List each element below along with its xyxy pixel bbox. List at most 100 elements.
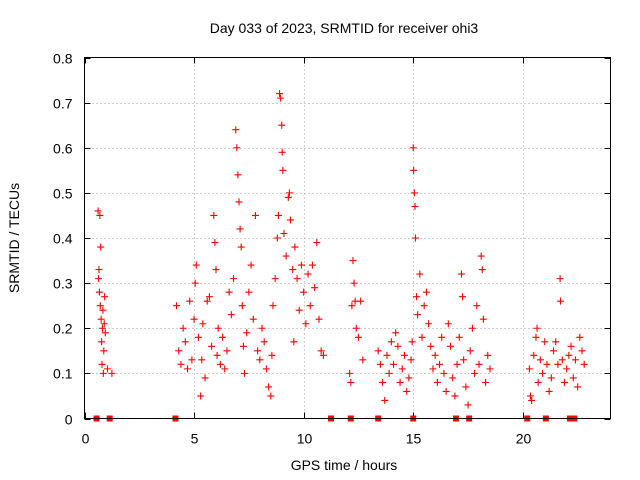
data-point (357, 297, 365, 305)
data-point (98, 324, 106, 332)
data-point (558, 356, 566, 364)
data-point (436, 360, 444, 368)
data-point (536, 356, 544, 364)
data-point (348, 302, 356, 310)
data-point (268, 351, 276, 359)
data-point (479, 315, 487, 323)
data-point (462, 383, 470, 391)
data-point (408, 338, 416, 346)
data-point (274, 211, 282, 219)
data-point (96, 302, 104, 310)
data-point (188, 356, 196, 364)
data-point (545, 387, 553, 395)
data-point (237, 243, 245, 251)
data-point (547, 374, 555, 382)
x-axis-label: GPS time / hours (291, 457, 398, 473)
data-point (578, 347, 586, 355)
data-point (210, 211, 218, 219)
y-tick-label: 0.5 (53, 186, 73, 202)
data-point (267, 392, 275, 400)
data-point (354, 333, 362, 341)
data-point (552, 338, 560, 346)
data-point (527, 392, 535, 400)
data-point (457, 270, 465, 278)
data-point (291, 243, 299, 251)
data-point (100, 347, 108, 355)
data-point (197, 392, 205, 400)
data-point (534, 378, 542, 386)
data-point (533, 324, 541, 332)
data-point (459, 293, 467, 301)
data-point (97, 315, 105, 323)
data-point (414, 311, 422, 319)
data-point (468, 324, 476, 332)
data-point (381, 396, 389, 404)
data-point (234, 171, 242, 179)
data-point (95, 266, 103, 274)
data-point (429, 365, 437, 373)
data-point (418, 333, 426, 341)
data-point (99, 369, 107, 377)
data-point (212, 266, 220, 274)
data-point (101, 293, 109, 301)
data-point (256, 356, 264, 364)
data-point (304, 270, 312, 278)
data-point (451, 392, 459, 400)
data-point (484, 351, 492, 359)
data-point (565, 351, 573, 359)
data-point (230, 275, 238, 283)
data-point (95, 288, 103, 296)
data-point (379, 378, 387, 386)
data-point (471, 369, 479, 377)
data-point (539, 369, 547, 377)
data-point (455, 333, 463, 341)
data-point (277, 94, 285, 102)
data-point (569, 374, 577, 382)
y-tick-label: 0.1 (53, 366, 73, 382)
data-point (100, 320, 108, 328)
data-point (422, 288, 430, 296)
data-point (208, 342, 216, 350)
data-point (482, 378, 490, 386)
data-point (453, 360, 461, 368)
data-point (214, 324, 222, 332)
data-point (400, 351, 408, 359)
data-point (302, 320, 310, 328)
y-tick-label: 0 (65, 412, 73, 428)
data-point (557, 297, 565, 305)
data-point (282, 252, 290, 260)
data-point (387, 338, 395, 346)
data-point (444, 320, 452, 328)
data-point (390, 360, 398, 368)
data-point (541, 338, 549, 346)
data-point (385, 369, 393, 377)
data-point (199, 320, 207, 328)
data-point (478, 266, 486, 274)
data-point (238, 302, 246, 310)
data-point (300, 288, 308, 296)
data-point (410, 166, 418, 174)
data-point (346, 369, 354, 377)
data-point (396, 378, 404, 386)
data-point (403, 387, 411, 395)
data-point (394, 342, 402, 350)
data-point (574, 383, 582, 391)
data-point (556, 275, 564, 283)
data-point (262, 365, 270, 373)
data-point (98, 338, 106, 346)
data-points (93, 90, 588, 422)
data-point (191, 279, 199, 287)
data-point (175, 347, 183, 355)
data-point (317, 347, 325, 355)
data-point (352, 324, 360, 332)
data-point (392, 329, 400, 337)
data-point (431, 351, 439, 359)
data-point (278, 148, 286, 156)
data-point (249, 315, 257, 323)
data-point (198, 356, 206, 364)
data-point (567, 342, 575, 350)
data-point (530, 351, 538, 359)
data-point (254, 347, 262, 355)
data-point (374, 347, 382, 355)
